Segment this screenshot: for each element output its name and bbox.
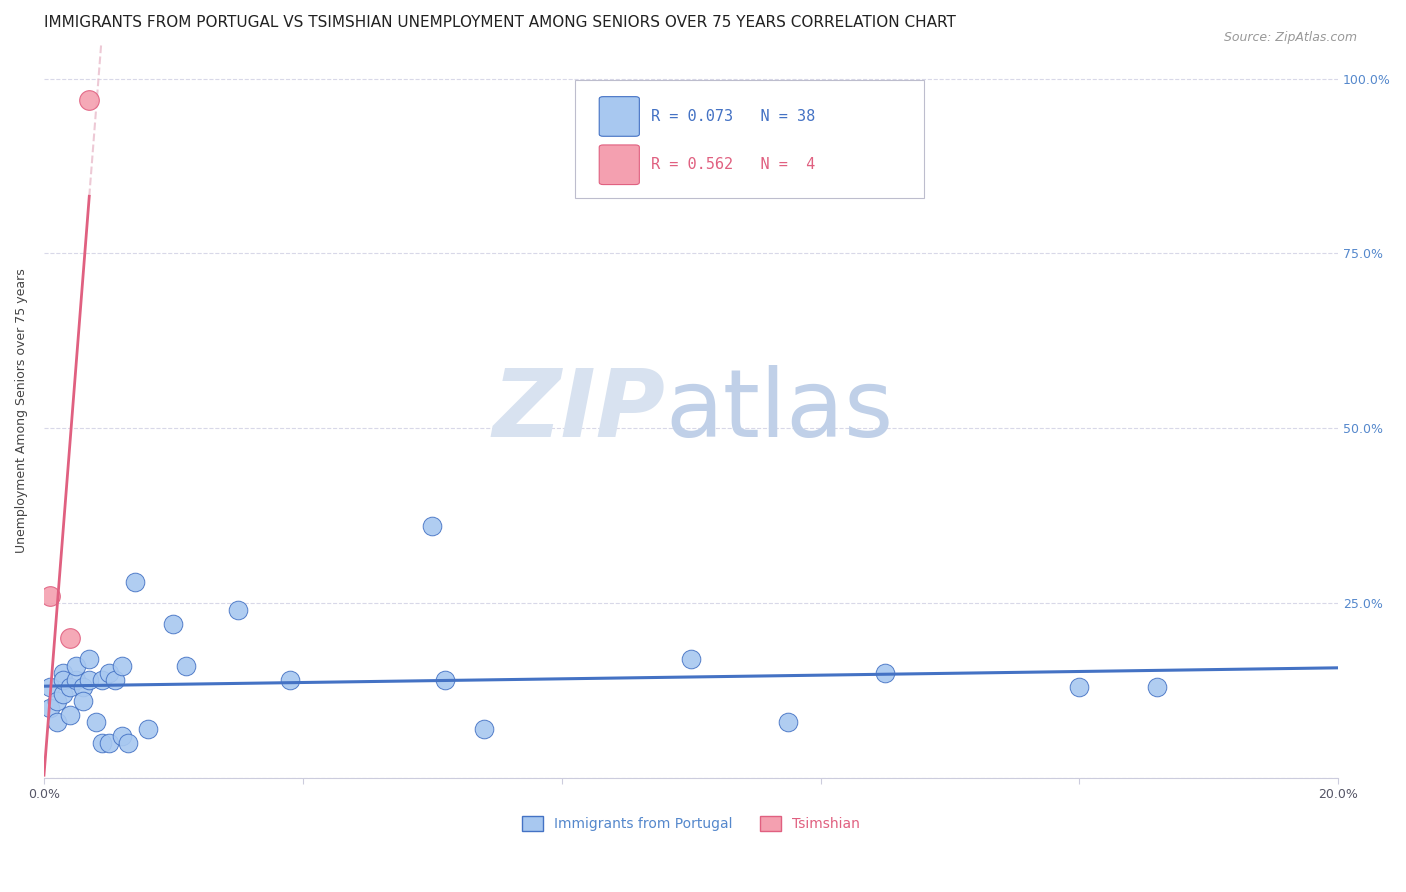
FancyBboxPatch shape — [599, 145, 640, 185]
Point — [52, 687, 75, 701]
Text: atlas: atlas — [665, 365, 893, 457]
Point — [72, 680, 94, 694]
Point — [59, 707, 82, 722]
Point — [97, 665, 120, 680]
Legend: Immigrants from Portugal, Tsimshian: Immigrants from Portugal, Tsimshian — [516, 811, 866, 837]
Point — [52, 673, 75, 687]
Point — [39, 700, 62, 714]
Point — [472, 722, 495, 736]
Point — [72, 693, 94, 707]
Point — [65, 673, 87, 687]
Point — [111, 658, 134, 673]
Point — [162, 616, 184, 631]
Point — [45, 714, 67, 729]
Point — [681, 651, 703, 665]
Point — [52, 665, 75, 680]
Point — [420, 519, 443, 533]
Point — [875, 665, 897, 680]
Point — [124, 574, 146, 589]
Point — [104, 673, 127, 687]
Point — [434, 673, 457, 687]
Text: R = 0.073   N = 38: R = 0.073 N = 38 — [651, 109, 815, 124]
Point — [84, 714, 107, 729]
Point — [45, 693, 67, 707]
Point — [278, 673, 301, 687]
Point — [59, 631, 82, 645]
Point — [65, 658, 87, 673]
FancyBboxPatch shape — [599, 96, 640, 136]
Point — [77, 93, 100, 107]
Point — [97, 735, 120, 749]
Point — [111, 729, 134, 743]
Point — [77, 651, 100, 665]
Point — [226, 603, 249, 617]
Point — [1146, 680, 1168, 694]
Point — [91, 735, 114, 749]
Point — [77, 673, 100, 687]
Point — [1069, 680, 1091, 694]
Point — [59, 680, 82, 694]
Point — [39, 589, 62, 603]
FancyBboxPatch shape — [575, 80, 924, 198]
Text: R = 0.562   N =  4: R = 0.562 N = 4 — [651, 157, 815, 172]
Point — [136, 722, 159, 736]
Point — [39, 680, 62, 694]
Y-axis label: Unemployment Among Seniors over 75 years: Unemployment Among Seniors over 75 years — [15, 268, 28, 553]
Text: Source: ZipAtlas.com: Source: ZipAtlas.com — [1223, 31, 1357, 45]
Text: ZIP: ZIP — [492, 365, 665, 457]
Point — [176, 658, 198, 673]
Point — [91, 673, 114, 687]
Point — [117, 735, 139, 749]
Text: IMMIGRANTS FROM PORTUGAL VS TSIMSHIAN UNEMPLOYMENT AMONG SENIORS OVER 75 YEARS C: IMMIGRANTS FROM PORTUGAL VS TSIMSHIAN UN… — [44, 15, 956, 30]
Point — [778, 714, 800, 729]
